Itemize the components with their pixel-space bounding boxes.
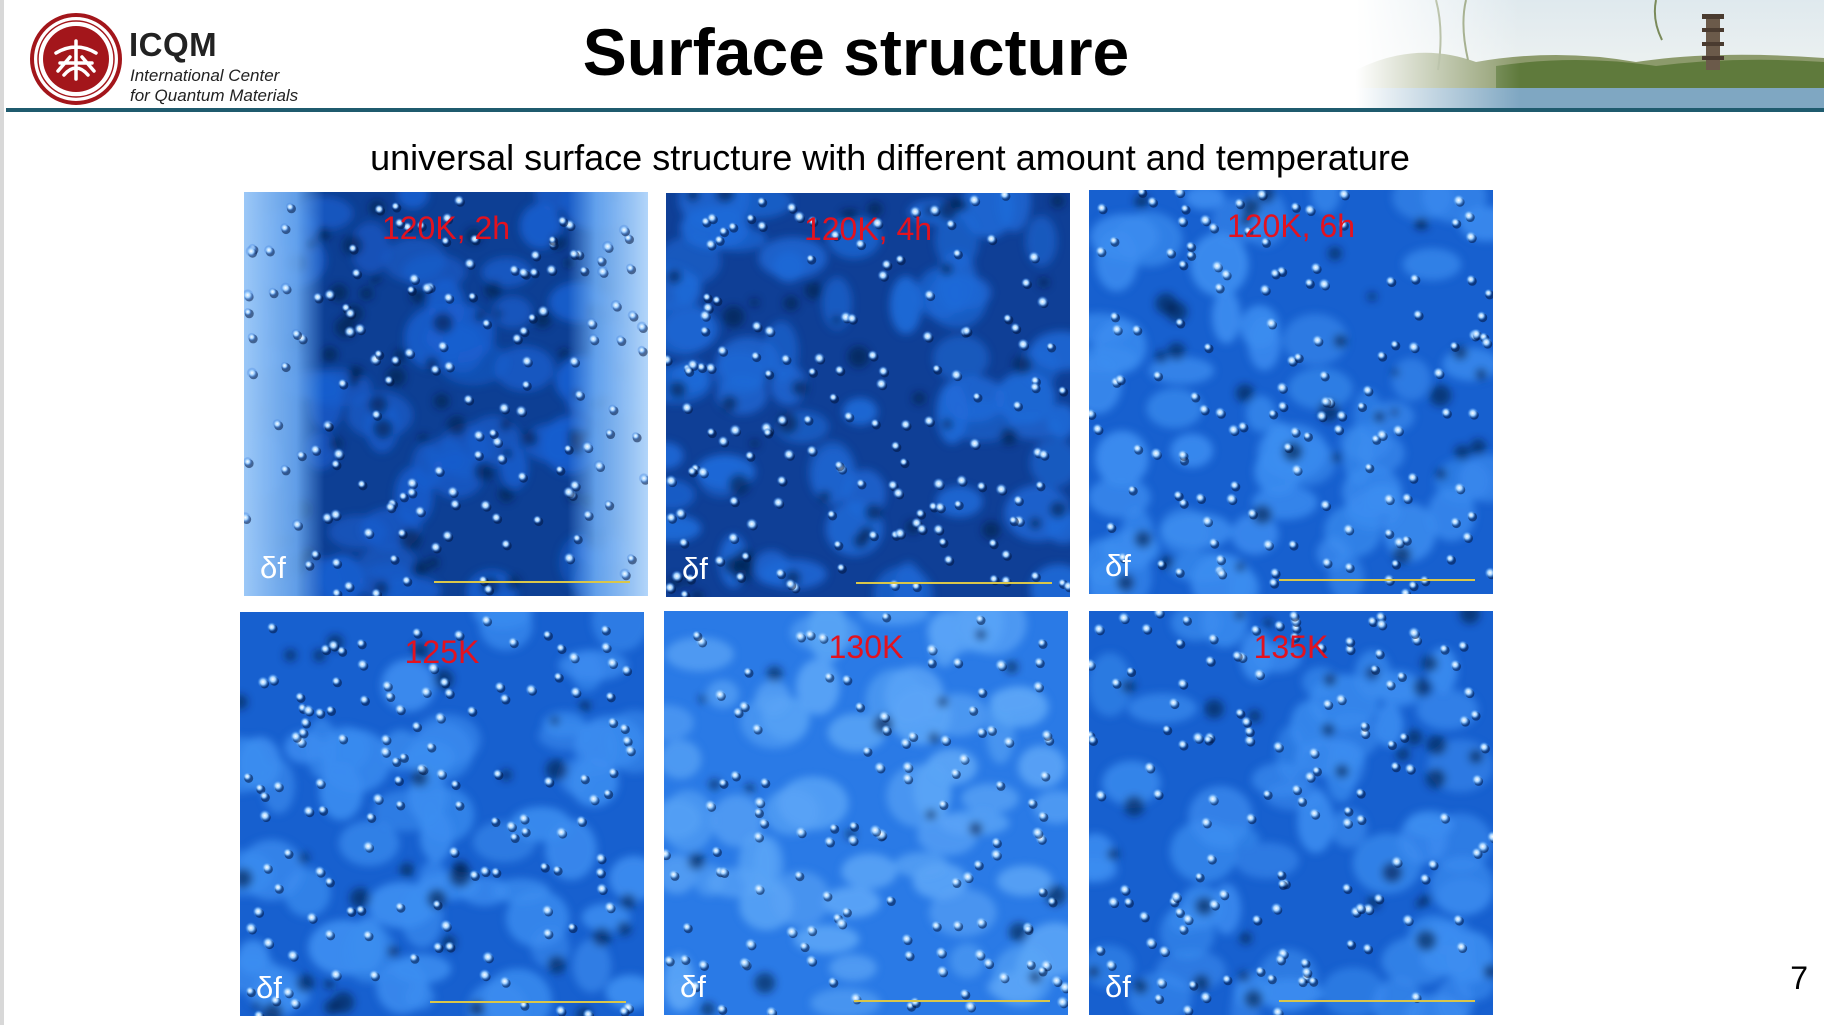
scan-panel-125k: 125K δf — [240, 612, 644, 1016]
scan-panel-120k-4h: 120K, 4h δf — [666, 193, 1070, 597]
panel-condition-label: 120K, 2h — [381, 210, 511, 246]
signal-label: δf — [256, 970, 282, 1005]
scan-panel-120k-6h: 120K, 6h δf — [1089, 190, 1493, 594]
scale-bar — [430, 1001, 626, 1003]
slide-title: Surface structure — [582, 15, 1130, 89]
scale-bar — [1279, 1000, 1475, 1002]
afm-scan-image — [1089, 190, 1493, 594]
scale-bar — [856, 582, 1052, 584]
header-rule — [6, 108, 1824, 112]
scan-panel-120k-2h: 120K, 2h δf — [244, 192, 648, 596]
header: ICQM International Center for Quantum Ma… — [0, 0, 1824, 112]
page-number: 7 — [1790, 960, 1808, 996]
signal-label: δf — [680, 969, 706, 1004]
slide-subtitle: universal surface structure with differe… — [370, 137, 1410, 178]
afm-scan-image — [664, 611, 1068, 1015]
panel-condition-label: 125K — [404, 634, 480, 670]
signal-label: δf — [1105, 548, 1131, 583]
afm-scan-image — [244, 192, 648, 596]
afm-scan-image — [1089, 611, 1493, 1015]
logo-name: ICQM — [129, 26, 218, 63]
panel-condition-label: 130K — [828, 629, 904, 665]
scale-bar — [434, 581, 630, 583]
signal-label: δf — [1105, 969, 1131, 1004]
signal-label: δf — [260, 550, 286, 585]
panel-condition-label: 120K, 6h — [1226, 208, 1356, 244]
signal-label: δf — [682, 551, 708, 586]
slide-edge — [0, 0, 4, 1025]
scan-panel-130k: 130K δf — [664, 611, 1068, 1015]
afm-scan-image — [240, 612, 644, 1016]
peking-university-seal-icon — [30, 13, 122, 105]
afm-scan-image — [666, 193, 1070, 597]
logo-subtitle-line1: International Center — [130, 66, 280, 85]
scale-bar — [854, 1000, 1050, 1002]
scale-bar — [1279, 579, 1475, 581]
panel-condition-label: 120K, 4h — [803, 211, 933, 247]
campus-landscape-image — [1356, 0, 1824, 108]
scan-panel-135k: 135K δf — [1089, 611, 1493, 1015]
panel-condition-label: 135K — [1253, 629, 1329, 665]
logo-subtitle-line2: for Quantum Materials — [130, 86, 299, 105]
